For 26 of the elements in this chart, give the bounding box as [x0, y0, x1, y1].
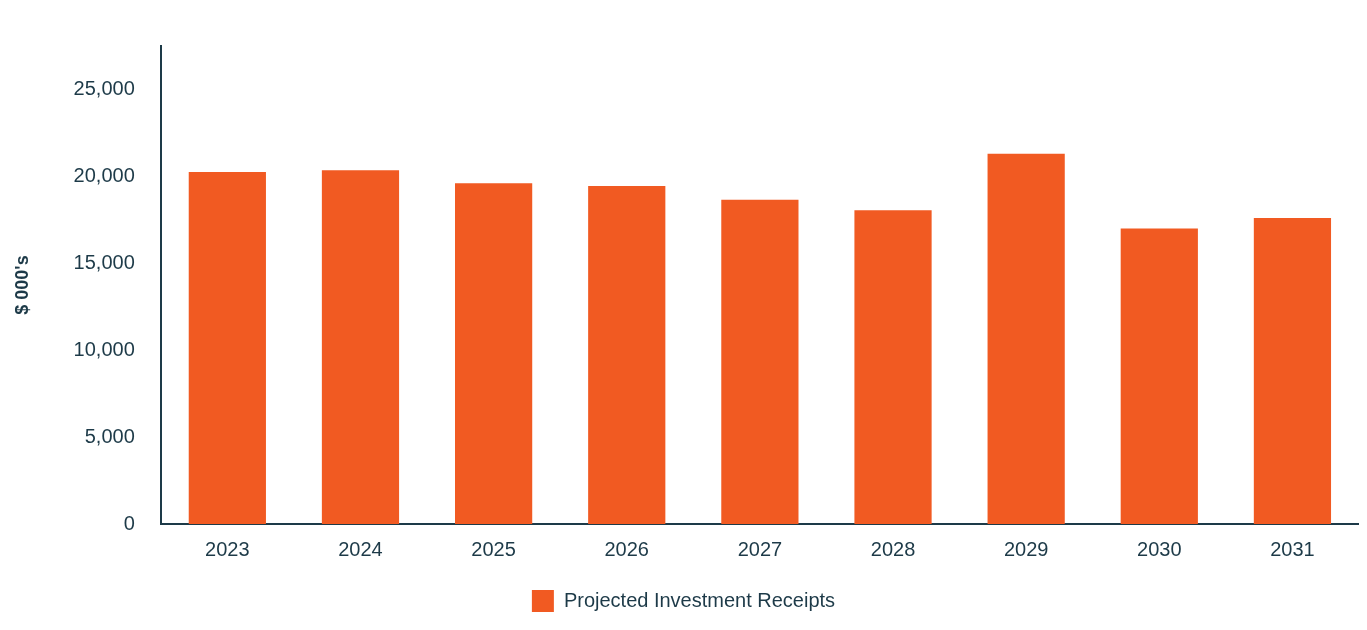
x-tick-label: 2030	[1137, 537, 1182, 560]
bar	[721, 199, 799, 524]
bar	[588, 185, 666, 524]
x-tick-label: 2029	[1003, 537, 1049, 560]
bar	[987, 153, 1065, 524]
bar	[455, 183, 533, 524]
x-tick-label: 2026	[604, 537, 649, 560]
x-tick-label: 2031	[1270, 537, 1315, 560]
x-tick-label: 2027	[737, 537, 783, 560]
x-tick-label: 2024	[338, 537, 383, 560]
bar	[1120, 228, 1198, 524]
y-tick-label: 20,000	[73, 163, 135, 186]
x-tick-label: 2025	[471, 537, 516, 560]
bar	[854, 210, 932, 524]
x-tick-label: 2023	[205, 537, 250, 560]
y-tick-label: 25,000	[73, 76, 135, 99]
y-tick-label: 5,000	[84, 424, 135, 447]
x-tick-label: 2028	[870, 537, 916, 560]
y-tick-label: 0	[123, 511, 135, 534]
y-tick-label: 10,000	[73, 337, 135, 360]
y-tick-label: 15,000	[73, 250, 135, 273]
bar	[1253, 218, 1332, 524]
legend-label: Projected Investment Receipts	[563, 588, 836, 611]
bar	[188, 172, 266, 524]
y-axis-title: $ 000's	[11, 255, 32, 315]
bar	[321, 170, 400, 524]
